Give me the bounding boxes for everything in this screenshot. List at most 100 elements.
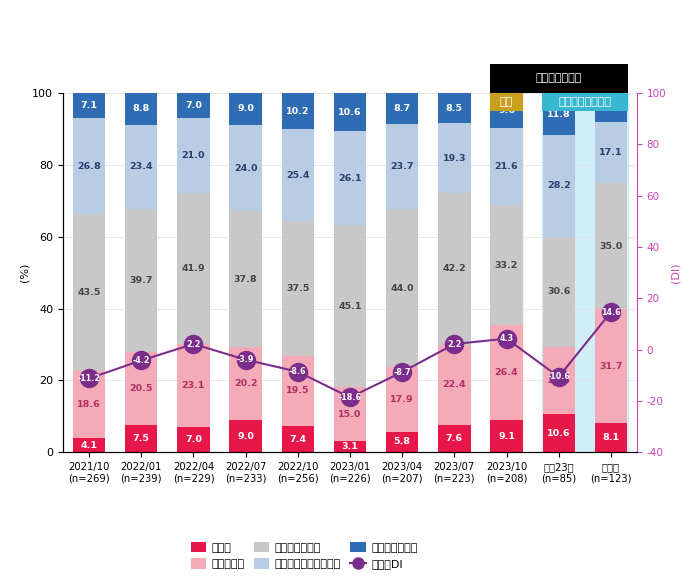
Text: 7.1: 7.1 — [80, 101, 97, 110]
Bar — [177, 93, 209, 118]
Y-axis label: (%): (%) — [20, 263, 29, 282]
Text: 9.1: 9.1 — [498, 432, 515, 441]
Text: 42.2: 42.2 — [442, 264, 466, 273]
Text: 23.1: 23.1 — [182, 381, 205, 390]
Bar — [334, 387, 366, 441]
Bar — [177, 344, 209, 427]
Text: 30.6: 30.6 — [547, 287, 570, 296]
Text: 全体: 全体 — [500, 97, 513, 107]
Bar — [125, 93, 158, 125]
Text: 45.1: 45.1 — [338, 302, 362, 311]
Text: 11.8: 11.8 — [547, 110, 570, 118]
Text: -11.2: -11.2 — [78, 374, 101, 383]
Text: 17.1: 17.1 — [599, 148, 623, 157]
Bar — [438, 345, 470, 425]
Bar — [73, 371, 105, 438]
Text: 3.1: 3.1 — [342, 443, 358, 451]
Text: 8.8: 8.8 — [132, 104, 150, 114]
Text: 9.0: 9.0 — [237, 432, 254, 441]
Text: 22.4: 22.4 — [442, 380, 466, 389]
Text: 26.8: 26.8 — [77, 162, 101, 171]
Text: 20.2: 20.2 — [234, 379, 258, 388]
Bar — [490, 93, 523, 452]
Text: -4.2: -4.2 — [132, 356, 150, 365]
Text: 7.4: 7.4 — [289, 434, 307, 444]
Bar — [230, 420, 262, 452]
Bar — [386, 124, 419, 209]
Text: 41.9: 41.9 — [181, 264, 205, 273]
Bar — [125, 426, 158, 452]
Text: 9.6: 9.6 — [498, 106, 515, 115]
Bar — [491, 205, 523, 325]
Bar — [386, 367, 419, 432]
Bar — [230, 93, 262, 125]
Bar — [386, 209, 419, 367]
Text: 7.0: 7.0 — [185, 101, 202, 110]
Bar — [334, 131, 366, 225]
Text: 14.6: 14.6 — [601, 307, 621, 317]
Bar — [281, 129, 314, 221]
Text: 5.8: 5.8 — [393, 437, 411, 447]
Bar — [334, 93, 366, 131]
Bar — [595, 183, 627, 309]
Text: 19.5: 19.5 — [286, 386, 309, 395]
Bar — [542, 237, 575, 347]
Text: 33.2: 33.2 — [495, 260, 518, 270]
Text: 2.2: 2.2 — [447, 339, 461, 349]
Bar — [491, 93, 523, 128]
Bar — [438, 93, 470, 124]
Text: 18.8: 18.8 — [547, 376, 570, 385]
Bar — [595, 122, 627, 183]
Text: -3.9: -3.9 — [237, 355, 254, 364]
Bar — [542, 347, 575, 414]
Text: 20.5: 20.5 — [130, 384, 153, 393]
Text: 24.0: 24.0 — [234, 164, 258, 173]
Text: 2.2: 2.2 — [186, 339, 201, 349]
Text: 25.4: 25.4 — [286, 171, 309, 180]
Text: 37.8: 37.8 — [234, 275, 258, 284]
Text: 21.6: 21.6 — [495, 162, 519, 171]
Bar — [177, 194, 209, 344]
Text: 44.0: 44.0 — [391, 284, 414, 292]
Bar — [73, 438, 105, 452]
Legend: 買い時, やや買い時, どちらでもない, あまり買い時ではない, 買い時ではない, 買い時DI: 買い時, やや買い時, どちらでもない, あまり買い時ではない, 買い時ではない… — [186, 537, 422, 574]
Bar — [230, 125, 262, 212]
Bar — [177, 427, 209, 452]
Text: 21.0: 21.0 — [182, 151, 205, 160]
Bar — [386, 432, 419, 452]
Bar — [281, 426, 314, 452]
Text: 8.5: 8.5 — [446, 104, 463, 113]
Text: 7.0: 7.0 — [185, 436, 202, 444]
Text: 18.6: 18.6 — [77, 400, 101, 409]
Text: 9.0: 9.0 — [237, 104, 254, 114]
Bar — [595, 309, 627, 423]
Text: 15.0: 15.0 — [338, 410, 362, 419]
Bar — [73, 92, 105, 118]
Bar — [542, 93, 575, 135]
Text: 7.6: 7.6 — [446, 434, 463, 443]
Bar — [438, 193, 470, 345]
Text: 10.6: 10.6 — [338, 108, 362, 117]
Bar — [542, 93, 628, 452]
Text: 4.3: 4.3 — [500, 334, 514, 343]
Text: 23.7: 23.7 — [391, 162, 414, 171]
Text: 35.0: 35.0 — [599, 242, 622, 251]
Bar — [438, 124, 470, 193]
Text: 8.7: 8.7 — [393, 104, 411, 113]
Bar — [73, 215, 105, 371]
Bar — [125, 125, 158, 209]
Text: 37.5: 37.5 — [286, 284, 309, 293]
Bar — [542, 414, 575, 452]
Text: 4.1: 4.1 — [80, 441, 97, 450]
Bar — [334, 441, 366, 452]
Text: 43.5: 43.5 — [78, 288, 101, 297]
Bar — [595, 93, 627, 122]
Text: 26.4: 26.4 — [495, 368, 519, 376]
Bar — [230, 347, 262, 420]
Text: -8.6: -8.6 — [289, 367, 307, 376]
Bar — [542, 135, 575, 237]
Bar — [334, 225, 366, 387]
Bar — [125, 351, 158, 426]
Bar — [491, 420, 523, 452]
Bar — [73, 118, 105, 215]
